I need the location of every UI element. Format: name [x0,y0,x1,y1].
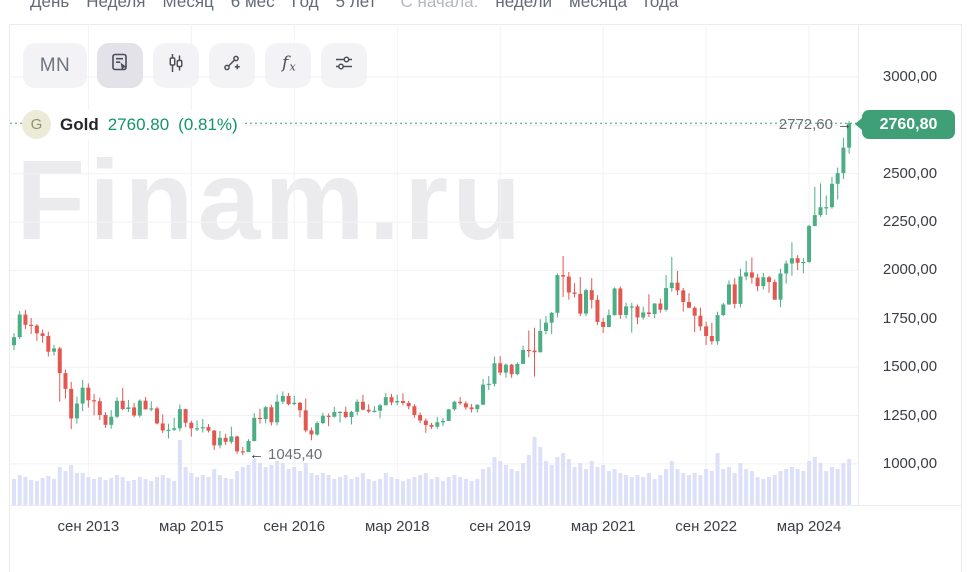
date-axis-label: сен 2016 [263,518,326,535]
price-axis-label: 1500,00 [882,358,938,376]
chart-type-button[interactable] [153,43,199,88]
period-day[interactable]: День [30,0,70,11]
date-axis-label: сен 2013 [57,518,120,535]
instrument-price: 2760.80 [107,114,170,134]
period-since-month[interactable]: месяца [569,0,628,11]
period-week[interactable]: Неделя [86,0,146,11]
price-axis-label: 1250,00 [882,406,938,424]
drawing-tools-button[interactable] [209,43,255,88]
price-axis-label: 1750,00 [882,309,938,327]
price-axis-separator [858,24,859,506]
timeframe-button[interactable]: MN [23,43,87,88]
fx-function-icon: f x [276,51,300,80]
left-arrow-icon: ← [249,446,264,463]
trendline-plus-icon [220,51,244,80]
instrument-legend[interactable]: G Gold 2760.80 (0.81%) [22,110,245,139]
price-axis-label: 2250,00 [882,213,938,231]
high-price-text: 2772,60 [778,116,833,133]
chart-canvas[interactable] [10,24,858,506]
period-selector-bar: День Неделя Месяц 6 мес Год 5 лет С начала: нед… [30,0,678,13]
date-axis-label: мар 2015 [159,518,224,535]
period-since-year[interactable]: года [644,0,679,11]
period-since-week[interactable]: недели [495,0,553,11]
low-price-text: 1045,40 [268,446,323,463]
instrument-change: (0.81%) [178,114,238,134]
svg-text:x: x [290,61,297,74]
finam-watermark: Finam.ru [16,137,526,263]
right-arrow-icon: → [837,116,852,133]
low-price-annotation: ← 1045,40 [249,446,322,463]
period-since-label: С начала: [400,0,479,11]
period-6m[interactable]: 6 мес [230,0,275,11]
settings-button[interactable] [321,43,367,88]
high-price-annotation: 2772,60 → [742,116,852,133]
period-5y[interactable]: 5 лет [335,0,377,11]
price-axis-label: 3000,00 [882,68,938,85]
period-year[interactable]: Год [291,0,319,11]
candles-layer [12,120,852,456]
date-axis-label: сен 2019 [469,518,532,535]
price-axis-label: 2000,00 [882,261,938,279]
price-axis-label: 2500,00 [882,164,938,182]
date-axis-label: мар 2018 [364,518,430,535]
panel-mode-button[interactable] [97,43,143,88]
date-axis-label: мар 2024 [776,518,842,535]
volume-layer [12,437,852,505]
candlestick-icon [164,51,188,80]
sliders-icon [332,51,356,80]
last-price-value: 2760,80 [879,115,938,133]
last-price-badge: 2760,80 [855,110,955,139]
period-month[interactable]: Месяц [162,0,214,11]
instrument-name: Gold [60,114,99,134]
time-axis-separator [9,505,962,506]
indicators-button[interactable]: f x [265,43,311,88]
price-axis-label: 1000,00 [882,454,938,472]
instrument-badge: G [22,110,51,139]
svg-text:f: f [280,53,291,73]
chart-toolbar: MN [23,43,367,88]
date-axis-label: мар 2021 [570,518,636,535]
document-cursor-icon [108,51,132,80]
grid-layer [10,24,858,505]
date-axis-label: сен 2022 [675,518,737,535]
